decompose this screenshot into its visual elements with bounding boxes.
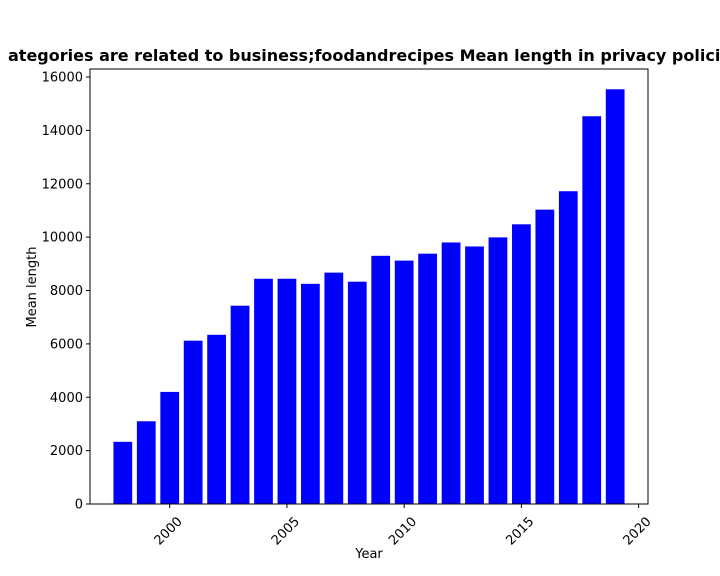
bar-2017 bbox=[558, 191, 578, 504]
chart-title: ategories are related to business;foodan… bbox=[8, 46, 720, 65]
y-tick-label: 0 bbox=[75, 498, 83, 513]
bar-2010 bbox=[394, 260, 414, 504]
bar-2002 bbox=[207, 334, 226, 504]
x-tick-label: 2010 bbox=[386, 514, 420, 548]
x-tick-label: 2005 bbox=[269, 514, 303, 548]
plot-frame bbox=[89, 68, 649, 505]
x-tick-label: 2020 bbox=[621, 514, 655, 548]
bar-2013 bbox=[465, 246, 484, 504]
bar-2016 bbox=[535, 209, 555, 504]
y-tick-label: 8000 bbox=[50, 284, 83, 299]
x-axis-label: Year bbox=[354, 547, 383, 562]
y-tick-label: 16000 bbox=[42, 71, 83, 86]
bar-2005 bbox=[277, 278, 297, 504]
y-tick-label: 2000 bbox=[50, 444, 83, 459]
bar-2000 bbox=[160, 391, 180, 504]
x-axis: 2000 2005 2010 2015 2020 bbox=[152, 504, 655, 548]
x-tick-label: 2015 bbox=[503, 514, 537, 548]
y-tick-label: 10000 bbox=[42, 231, 83, 246]
bar-2006 bbox=[301, 283, 320, 504]
y-axis-label: Mean length bbox=[25, 247, 40, 328]
bar-2015 bbox=[512, 224, 531, 504]
bar-1998 bbox=[113, 441, 133, 504]
bar-2004 bbox=[254, 278, 273, 504]
x-tick-label: 2000 bbox=[152, 514, 186, 548]
bar-2018 bbox=[582, 116, 602, 504]
bar-2011 bbox=[418, 253, 437, 504]
y-axis: 0 2000 4000 6000 8000 10000 12000 14000 16000 bbox=[42, 71, 90, 513]
bar-2003 bbox=[230, 305, 250, 504]
bar-2007 bbox=[324, 272, 344, 504]
bar-2014 bbox=[488, 237, 508, 505]
y-tick-label: 14000 bbox=[42, 124, 83, 139]
bar-2001 bbox=[183, 340, 203, 504]
y-tick-label: 4000 bbox=[50, 391, 83, 406]
y-tick-label: 6000 bbox=[50, 337, 83, 352]
bar-2009 bbox=[371, 255, 391, 504]
bar-2012 bbox=[441, 242, 461, 505]
bar-2019 bbox=[605, 89, 625, 504]
y-tick-label: 12000 bbox=[42, 177, 83, 192]
bar-1999 bbox=[136, 421, 156, 504]
bar-2008 bbox=[347, 281, 367, 504]
bars-group bbox=[113, 89, 625, 505]
